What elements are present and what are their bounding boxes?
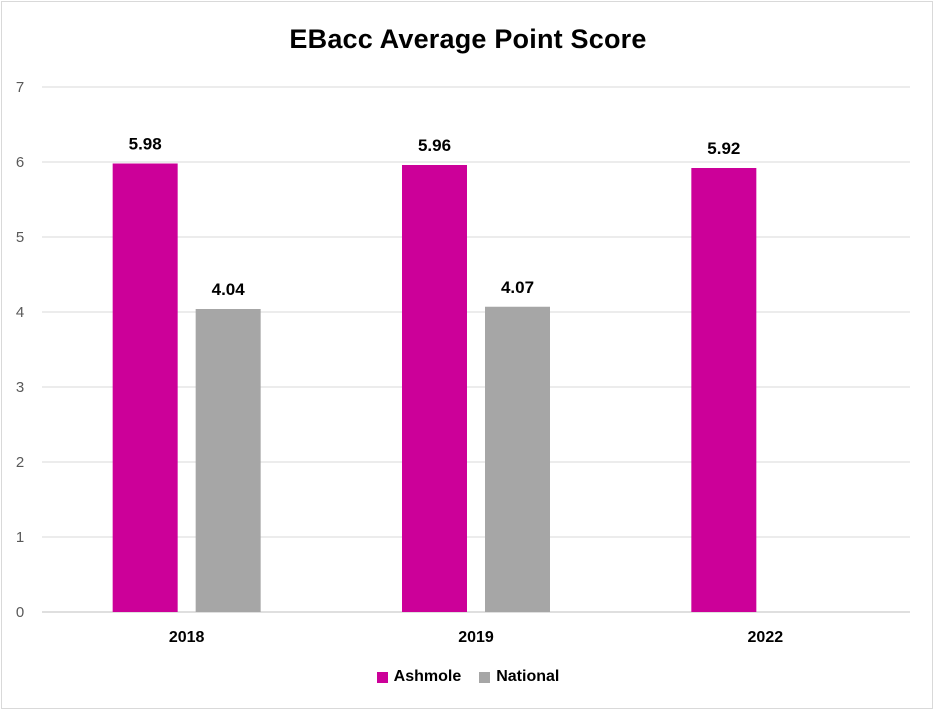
- y-tick-label: 1: [16, 529, 24, 546]
- y-tick-label: 6: [16, 154, 24, 171]
- legend-label-ashmole: Ashmole: [393, 668, 462, 685]
- bar-ashmole-2019: [402, 165, 467, 612]
- legend: Ashmole National: [0, 668, 936, 686]
- x-tick-label: 2018: [169, 629, 205, 646]
- legend-swatch-national: [479, 671, 491, 683]
- data-label: 4.07: [501, 278, 534, 297]
- y-tick-label: 3: [16, 379, 24, 396]
- x-tick-label: 2022: [748, 629, 784, 646]
- legend-label-national: National: [496, 668, 560, 685]
- bar-national-2019: [485, 306, 550, 612]
- chart-title: EBacc Average Point Score: [289, 24, 647, 54]
- y-tick-label: 0: [16, 604, 24, 621]
- legend-item-national: National: [479, 668, 559, 686]
- legend-item-ashmole: Ashmole: [376, 668, 462, 686]
- data-label: 5.92: [707, 139, 740, 158]
- y-tick-label: 7: [16, 79, 24, 96]
- data-label: 4.04: [212, 280, 246, 299]
- data-label: 5.98: [129, 135, 162, 154]
- data-label: 5.96: [418, 136, 451, 155]
- y-tick-label: 2: [16, 454, 24, 471]
- y-tick-label: 4: [16, 304, 24, 321]
- x-tick-label: 2019: [458, 629, 494, 646]
- bar-ashmole-2018: [112, 163, 178, 612]
- bar-ashmole-2022: [691, 168, 757, 612]
- y-tick-label: 5: [16, 229, 24, 246]
- bar-national-2018: [195, 309, 261, 612]
- legend-swatch-ashmole: [376, 671, 388, 683]
